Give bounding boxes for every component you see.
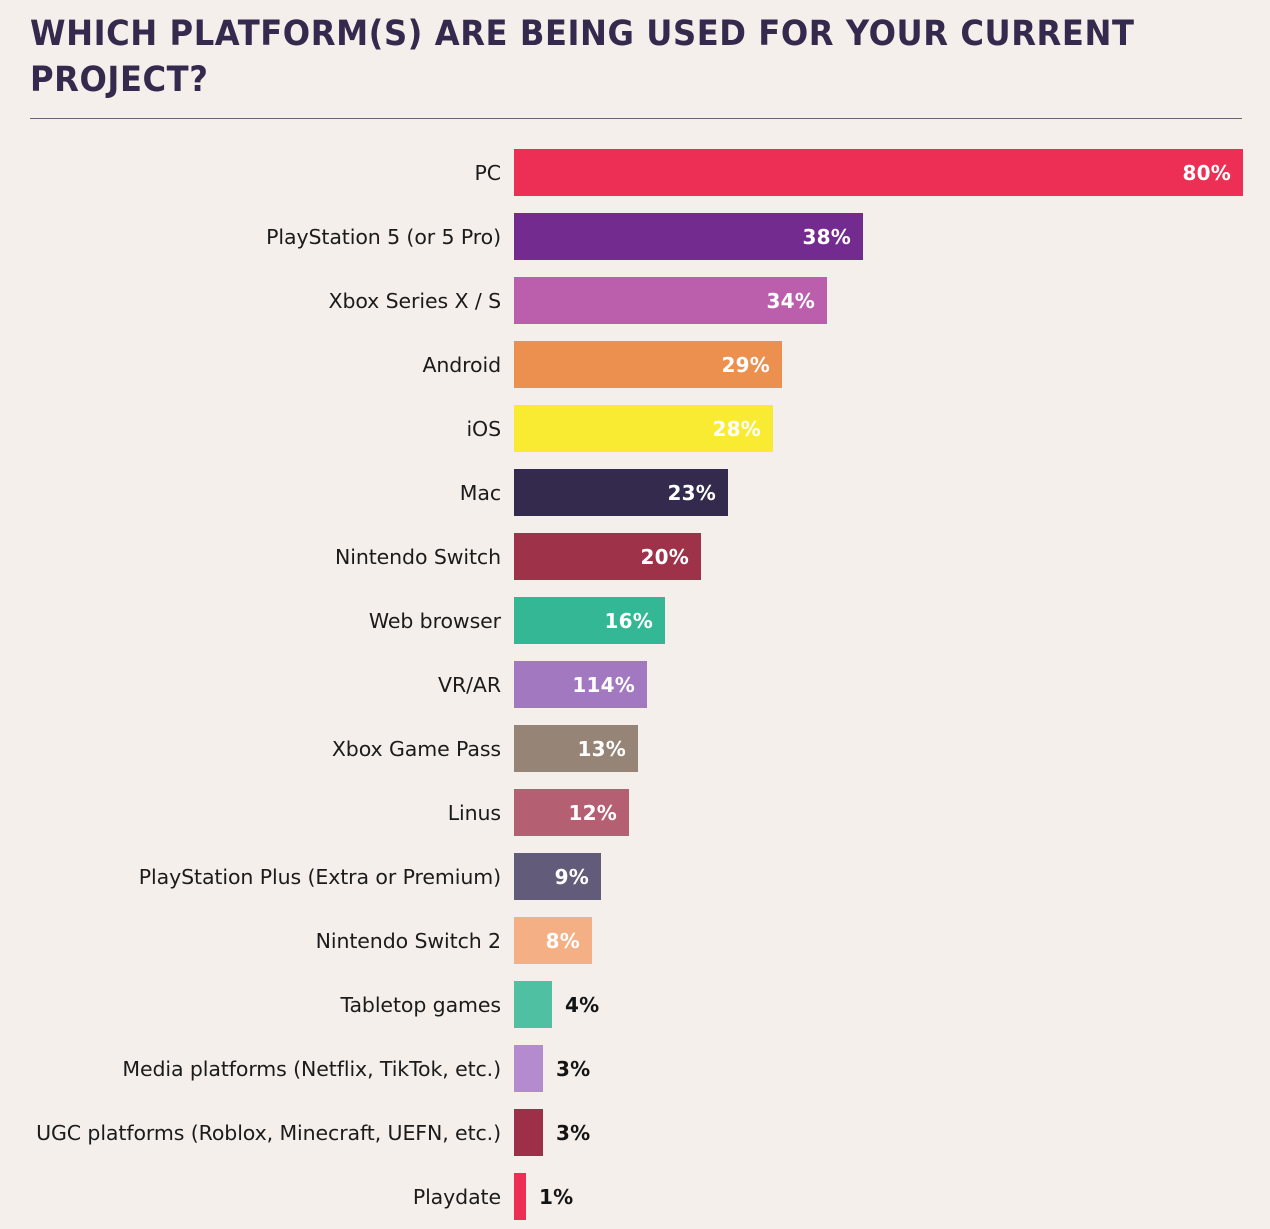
bar: 28% — [514, 405, 773, 453]
bar-value-label: 38% — [802, 224, 851, 249]
bar-value-label: 80% — [1182, 160, 1231, 185]
page-title: WHICH PLATFORM(S) ARE BEING USED FOR YOU… — [30, 14, 1135, 100]
bar: 29% — [514, 341, 782, 389]
bar — [514, 1109, 543, 1157]
bar-value-label: 114% — [572, 672, 635, 697]
bar-track: 20% — [514, 525, 1270, 589]
bar-track: 12% — [514, 781, 1270, 845]
chart-row: Xbox Series X / S 34% — [0, 269, 1270, 333]
bar-track: 3% — [514, 1037, 1270, 1101]
category-label: Tabletop games — [340, 992, 501, 1017]
title-divider — [30, 117, 1242, 119]
chart-row: Nintendo Switch 2 8% — [0, 909, 1270, 973]
bar-track: 9% — [514, 845, 1270, 909]
category-label: PC — [474, 160, 502, 185]
bar-chart: PC 80% PlayStation 5 (or 5 Pro) 38% Xbox Ser… — [0, 141, 1270, 1229]
bar-value-label: 1% — [539, 1184, 574, 1209]
bar: 13% — [514, 725, 638, 773]
category-label: Linus — [447, 800, 501, 825]
bar — [514, 981, 552, 1029]
category-label: Xbox Game Pass — [331, 736, 501, 761]
category-label: Playdate — [412, 1184, 501, 1209]
chart-row: PlayStation 5 (or 5 Pro) 38% — [0, 205, 1270, 269]
bar: 34% — [514, 277, 827, 325]
chart-row: PlayStation Plus (Extra or Premium) 9% — [0, 845, 1270, 909]
category-label: PlayStation 5 (or 5 Pro) — [266, 224, 501, 249]
bar-track: 13% — [514, 717, 1270, 781]
bar-value-label: 3% — [556, 1056, 591, 1081]
bar — [514, 1045, 543, 1093]
bar-value-label: 29% — [721, 352, 770, 377]
chart-row: Nintendo Switch 20% — [0, 525, 1270, 589]
chart-row: Xbox Game Pass 13% — [0, 717, 1270, 781]
chart-row: Tabletop games 4% — [0, 973, 1270, 1037]
bar-value-label: 28% — [712, 416, 761, 441]
bar-value-label: 12% — [568, 800, 617, 825]
bar-value-label: 23% — [667, 480, 716, 505]
bar-track: 16% — [514, 589, 1270, 653]
bar: 8% — [514, 917, 592, 965]
chart-row: Linus 12% — [0, 781, 1270, 845]
bar: 9% — [514, 853, 601, 901]
bar: 38% — [514, 213, 863, 261]
category-label: iOS — [466, 416, 501, 441]
category-label: Nintendo Switch 2 — [315, 928, 501, 953]
bar-track: 114% — [514, 653, 1270, 717]
chart-row: Playdate 1% — [0, 1165, 1270, 1229]
category-label: Xbox Series X / S — [328, 288, 502, 313]
bar-track: 29% — [514, 333, 1270, 397]
bar-value-label: 3% — [556, 1120, 591, 1145]
category-label: Android — [422, 352, 501, 377]
bar-track: 1% — [514, 1165, 1270, 1229]
bar-track: 8% — [514, 909, 1270, 973]
chart-row: Android 29% — [0, 333, 1270, 397]
bar: 80% — [514, 149, 1243, 197]
bar-value-label: 9% — [554, 864, 589, 889]
chart-row: Web browser 16% — [0, 589, 1270, 653]
bar-track: 34% — [514, 269, 1270, 333]
bar-value-label: 4% — [565, 992, 600, 1017]
chart-row: PC 80% — [0, 141, 1270, 205]
category-label: Media platforms (Netflix, TikTok, etc.) — [122, 1056, 501, 1081]
bar-value-label: 16% — [604, 608, 653, 633]
bar: 12% — [514, 789, 629, 837]
category-label: Mac — [459, 480, 501, 505]
bar-track: 28% — [514, 397, 1270, 461]
chart-row: iOS 28% — [0, 397, 1270, 461]
bar-value-label: 34% — [766, 288, 815, 313]
bar: 114% — [514, 661, 647, 709]
bar: 16% — [514, 597, 665, 645]
bar-value-label: 13% — [577, 736, 626, 761]
bar-value-label: 20% — [640, 544, 689, 569]
category-label: Web browser — [368, 608, 501, 633]
bar-track: 4% — [514, 973, 1270, 1037]
category-label: UGC platforms (Roblox, Minecraft, UEFN, … — [36, 1120, 501, 1145]
title-block: WHICH PLATFORM(S) ARE BEING USED FOR YOU… — [0, 0, 1270, 119]
bar-track: 80% — [514, 141, 1270, 205]
chart-row: VR/AR 114% — [0, 653, 1270, 717]
bar-value-label: 8% — [545, 928, 580, 953]
chart-row: Media platforms (Netflix, TikTok, etc.) 3… — [0, 1037, 1270, 1101]
bar-track: 23% — [514, 461, 1270, 525]
category-label: PlayStation Plus (Extra or Premium) — [138, 864, 501, 889]
bar-track: 38% — [514, 205, 1270, 269]
category-label: VR/AR — [438, 672, 501, 697]
chart-row: UGC platforms (Roblox, Minecraft, UEFN, … — [0, 1101, 1270, 1165]
category-label: Nintendo Switch — [334, 544, 501, 569]
bar: 20% — [514, 533, 701, 581]
bar — [514, 1173, 526, 1221]
bar: 23% — [514, 469, 728, 517]
bar-track: 3% — [514, 1101, 1270, 1165]
chart-row: Mac 23% — [0, 461, 1270, 525]
